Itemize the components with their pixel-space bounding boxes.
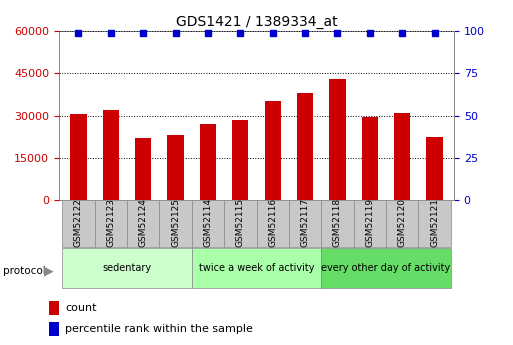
Text: GSM52115: GSM52115 — [236, 198, 245, 247]
Bar — [297, 93, 313, 200]
Bar — [49, 301, 59, 315]
Text: GSM52125: GSM52125 — [171, 198, 180, 247]
Text: GSM52117: GSM52117 — [301, 198, 309, 247]
Text: GSM52122: GSM52122 — [74, 198, 83, 247]
Bar — [321, 248, 451, 288]
Bar — [49, 322, 59, 336]
Bar — [394, 113, 410, 200]
Text: GSM52119: GSM52119 — [365, 198, 374, 247]
Bar — [94, 200, 127, 247]
Bar — [256, 200, 289, 247]
Text: twice a week of activity: twice a week of activity — [199, 263, 314, 273]
Bar — [192, 248, 321, 288]
Bar — [70, 114, 87, 200]
Text: count: count — [65, 303, 97, 313]
Title: GDS1421 / 1389334_at: GDS1421 / 1389334_at — [175, 14, 338, 29]
Bar — [232, 120, 248, 200]
Text: ▶: ▶ — [44, 264, 53, 277]
Text: protocol: protocol — [3, 266, 45, 276]
Text: GSM52120: GSM52120 — [398, 198, 407, 247]
Text: GSM52123: GSM52123 — [106, 198, 115, 247]
Text: GSM52124: GSM52124 — [139, 198, 148, 247]
Bar — [167, 135, 184, 200]
Bar — [192, 200, 224, 247]
Text: GSM52121: GSM52121 — [430, 198, 439, 247]
Text: percentile rank within the sample: percentile rank within the sample — [65, 324, 253, 334]
Bar — [419, 200, 451, 247]
Bar — [127, 200, 160, 247]
Bar — [289, 200, 321, 247]
Text: every other day of activity: every other day of activity — [321, 263, 450, 273]
Bar — [386, 200, 419, 247]
Bar — [362, 117, 378, 200]
Text: GSM52114: GSM52114 — [204, 198, 212, 247]
Bar — [353, 200, 386, 247]
Bar — [321, 200, 353, 247]
Bar — [62, 200, 94, 247]
Bar — [426, 137, 443, 200]
Text: sedentary: sedentary — [103, 263, 151, 273]
Bar — [224, 200, 256, 247]
Bar — [62, 248, 192, 288]
Bar — [329, 79, 346, 200]
Text: GSM52116: GSM52116 — [268, 198, 277, 247]
Bar — [160, 200, 192, 247]
Bar — [103, 110, 119, 200]
Bar — [265, 101, 281, 200]
Bar — [200, 124, 216, 200]
Bar — [135, 138, 151, 200]
Text: GSM52118: GSM52118 — [333, 198, 342, 247]
